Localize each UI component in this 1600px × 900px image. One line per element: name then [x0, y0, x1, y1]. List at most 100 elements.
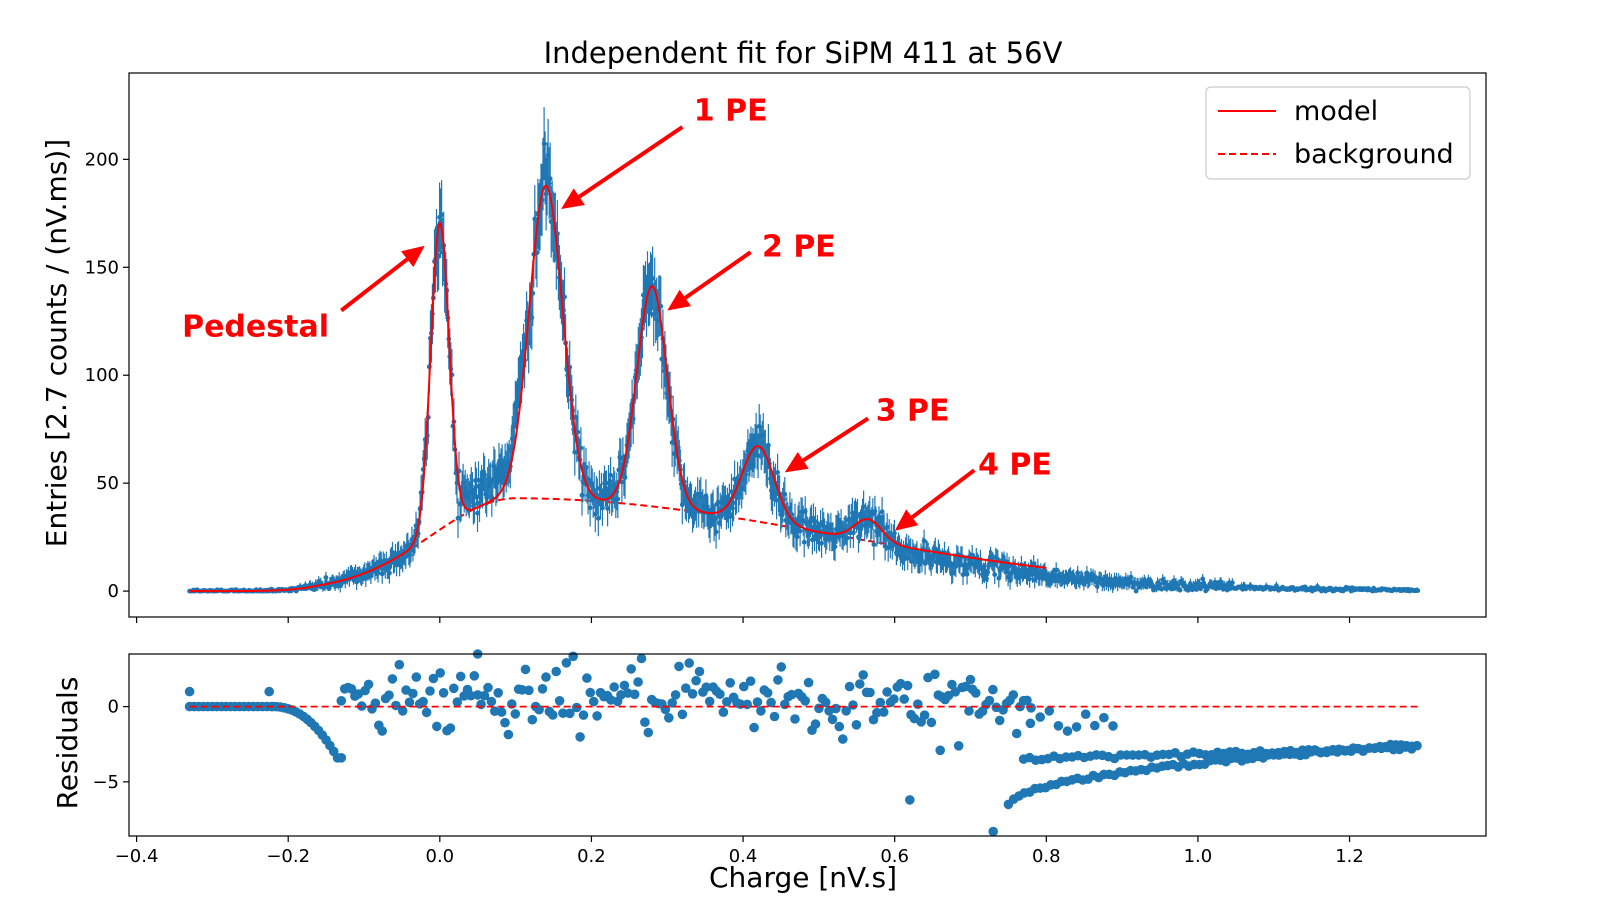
residual-point — [394, 659, 405, 670]
x-tick-label: 1.2 — [1335, 846, 1364, 867]
data-point — [1169, 582, 1175, 587]
residual-point — [834, 721, 845, 732]
x-tick-label: 0.8 — [1032, 846, 1061, 867]
residual-point — [725, 678, 735, 688]
residual-point — [670, 690, 681, 700]
x-axis-label: Charge [nV.s] — [709, 861, 897, 894]
residual-point — [486, 696, 497, 707]
residual-point — [425, 686, 435, 696]
data-point — [1030, 572, 1035, 577]
residual-point — [629, 689, 640, 700]
data-point — [1177, 587, 1183, 593]
residual-point — [739, 681, 749, 692]
residual-point — [370, 698, 381, 708]
residual-point — [776, 662, 787, 672]
data-point — [1017, 574, 1023, 580]
residual-point — [1071, 722, 1082, 732]
data-point — [650, 276, 655, 281]
data-point — [775, 470, 780, 475]
residual-point — [479, 690, 490, 701]
data-point — [575, 429, 581, 435]
data-point — [587, 505, 593, 511]
residual-point — [609, 682, 619, 692]
data-point — [1032, 577, 1038, 583]
residual-point — [520, 664, 531, 675]
residual-point — [585, 687, 596, 698]
residual-point — [384, 690, 394, 700]
residual-point — [988, 684, 998, 695]
data-point — [861, 504, 866, 509]
residual-point — [592, 711, 602, 721]
residual-point — [905, 795, 915, 805]
residual-point — [882, 687, 892, 697]
legend-label: model — [1294, 96, 1378, 127]
x-tick-label: 0.0 — [426, 846, 455, 867]
data-point — [794, 534, 800, 540]
residual-point — [875, 697, 886, 708]
annotation-arrow-shaft — [802, 416, 870, 463]
annotation-arrow-shaft — [910, 468, 976, 519]
residual-point — [428, 673, 439, 684]
residual-point — [667, 698, 677, 708]
residual-point — [346, 684, 357, 694]
data-point — [730, 505, 735, 511]
data-point — [1084, 570, 1090, 576]
residual-point — [455, 671, 466, 682]
data-point — [1027, 576, 1032, 582]
data-point — [819, 540, 824, 546]
residual-point — [756, 706, 766, 716]
residual-point — [377, 726, 388, 736]
data-point — [439, 212, 444, 218]
x-tick-label: 0.4 — [729, 846, 758, 867]
residual-point — [387, 674, 398, 684]
data-point — [1053, 567, 1059, 573]
data-point — [1092, 574, 1098, 580]
data-point — [1075, 570, 1081, 576]
residual-point — [930, 669, 940, 680]
data-point — [964, 571, 970, 577]
data-point — [562, 294, 567, 300]
residual-point — [588, 696, 599, 707]
annotation-label: 1 PE — [694, 94, 768, 129]
residual-point — [469, 671, 480, 681]
residual-point — [984, 695, 995, 706]
residuals-axes: 0 −5 −0.4 −0.2 0.0 0.2 0.4 0.6 0.8 1.0 1.2 — [92, 697, 1363, 867]
data-point — [474, 484, 479, 489]
residual-point — [704, 696, 715, 707]
residual-point — [701, 682, 712, 692]
residual-point — [1011, 728, 1022, 739]
residual-point — [435, 668, 446, 678]
residual-point — [769, 711, 780, 722]
residual-point — [411, 672, 422, 682]
y-tick-label: 150 — [85, 257, 119, 278]
residual-point — [633, 677, 643, 687]
residuals-panel: 0 −5 −0.4 −0.2 0.0 0.2 0.4 0.6 0.8 1.0 1.2 — [92, 649, 1487, 867]
data-point — [543, 191, 549, 197]
residual-point — [965, 674, 976, 685]
data-point — [1133, 588, 1139, 594]
residual-point — [684, 658, 694, 668]
residual-point — [831, 703, 841, 714]
residual-point — [899, 694, 909, 704]
annotation-label: 2 PE — [762, 230, 836, 265]
residual-point — [554, 696, 565, 706]
main-y-axis-label: Entries [2.7 counts / (nV.ms)] — [40, 139, 73, 547]
residuals-plot-frame — [128, 653, 1487, 837]
residual-point — [336, 753, 347, 763]
data-point — [476, 477, 481, 483]
data-point — [1031, 561, 1037, 567]
data-point — [879, 509, 885, 515]
residual-point — [558, 708, 568, 718]
residual-y-tick-label: −5 — [92, 772, 119, 793]
data-point — [595, 515, 601, 521]
residual-point — [715, 689, 725, 699]
y-tick-label: 100 — [85, 365, 119, 386]
residual-point — [838, 734, 848, 744]
residual-point — [527, 714, 538, 725]
annotation-label: 4 PE — [978, 448, 1052, 483]
annotation-layer: Pedestal 1 PE 2 PE 3 PE 4 PE — [182, 94, 1052, 531]
residual-point — [445, 723, 456, 733]
chart-title: Independent fit for SiPM 411 at 56V — [544, 36, 1063, 70]
residual-point — [994, 715, 1005, 726]
data-point — [1230, 580, 1235, 586]
